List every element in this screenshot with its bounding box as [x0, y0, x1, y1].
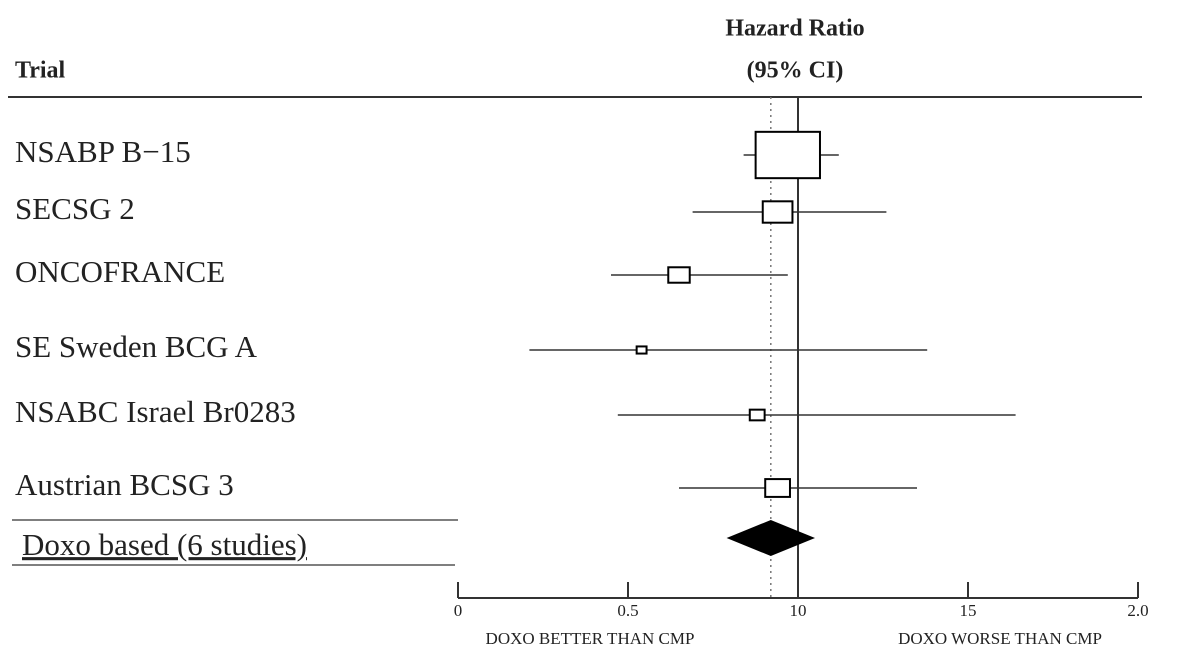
estimate-box: [761, 200, 794, 224]
pooled-diamond: [726, 520, 815, 556]
trial-label: NSABC Israel Br0283: [15, 394, 296, 429]
chart-subtitle: (95% CI): [747, 58, 844, 84]
column-header: Trial: [15, 58, 66, 84]
estimate-box: [635, 345, 648, 355]
trial-label: SECSG 2: [15, 191, 135, 226]
trial-label: ONCOFRANCE: [15, 254, 225, 289]
x-label-right: DOXO WORSE THAN CMP: [898, 629, 1102, 648]
estimate-box: [754, 130, 821, 180]
x-tick-label: 15: [960, 601, 977, 620]
estimate-box: [667, 266, 691, 284]
pooled-label: Doxo based (6 studies): [22, 527, 307, 562]
x-tick-label: 0: [454, 601, 463, 620]
trial-label: NSABP B−15: [15, 134, 191, 169]
chart-title: Hazard Ratio: [725, 16, 864, 42]
trial-label: SE Sweden BCG A: [15, 329, 258, 364]
estimate-box: [764, 478, 791, 498]
x-tick-label: 0.5: [617, 601, 638, 620]
trial-label: Austrian BCSG 3: [15, 467, 234, 502]
estimate-box: [748, 408, 766, 422]
x-tick-label: 2.0: [1127, 601, 1148, 620]
x-label-left: DOXO BETTER THAN CMP: [486, 629, 695, 648]
x-tick-label: 10: [790, 601, 807, 620]
